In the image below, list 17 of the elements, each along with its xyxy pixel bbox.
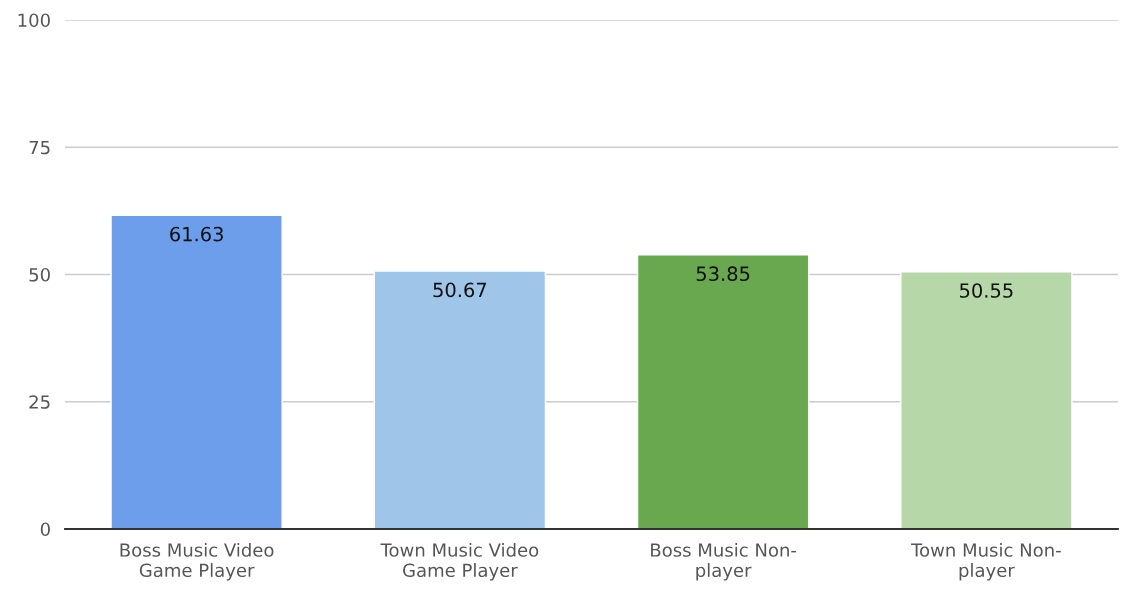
y-tick-label: 100: [18, 13, 50, 28]
y-tick-label: 75: [29, 140, 50, 155]
x-tick-label: Boss Music Non- player: [651, 542, 797, 581]
bar: [900, 271, 1073, 529]
x-tick-label: Town Music Video Game Player: [380, 542, 539, 581]
y-tick-label: 50: [29, 267, 50, 282]
x-tick-label: Boss Music Video Game Player: [120, 542, 274, 581]
y-tick-label: 25: [29, 395, 50, 409]
data-label: 50.55: [960, 283, 1013, 298]
x-tick-label: Town Music Non- player: [911, 542, 1061, 581]
data-label: 61.63: [170, 226, 223, 242]
data-label: 50.67: [433, 282, 487, 298]
data-label: 53.85: [696, 266, 750, 282]
bar: [373, 270, 547, 529]
bar: [636, 254, 810, 529]
y-tick-label: 0: [40, 522, 50, 537]
bar: [110, 214, 283, 529]
